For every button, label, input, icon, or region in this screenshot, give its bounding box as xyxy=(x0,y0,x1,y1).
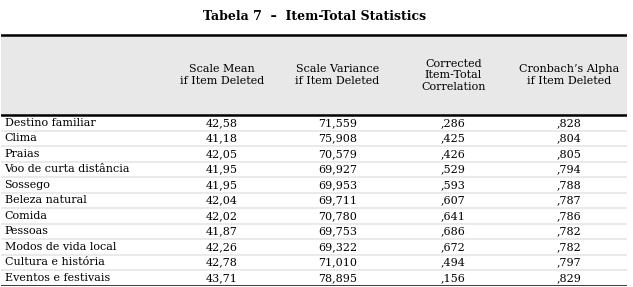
Text: Comida: Comida xyxy=(4,211,47,221)
Text: ,529: ,529 xyxy=(441,164,466,174)
Text: Corrected
Item-Total
Correlation: Corrected Item-Total Correlation xyxy=(421,59,486,92)
Text: 69,711: 69,711 xyxy=(318,195,357,205)
Text: 75,908: 75,908 xyxy=(318,133,357,143)
Text: 41,95: 41,95 xyxy=(206,180,238,190)
Text: 42,78: 42,78 xyxy=(206,257,238,267)
Text: Sossego: Sossego xyxy=(4,180,51,190)
Text: ,782: ,782 xyxy=(556,242,581,252)
Text: Pessoas: Pessoas xyxy=(4,226,49,236)
Text: 69,927: 69,927 xyxy=(318,164,357,174)
Text: 42,26: 42,26 xyxy=(206,242,238,252)
Text: ,593: ,593 xyxy=(441,180,466,190)
Text: ,786: ,786 xyxy=(556,211,581,221)
Text: ,494: ,494 xyxy=(441,257,466,267)
Text: ,804: ,804 xyxy=(556,133,582,143)
Text: 71,010: 71,010 xyxy=(318,257,357,267)
Text: 41,18: 41,18 xyxy=(206,133,238,143)
Text: Destino familiar: Destino familiar xyxy=(4,118,95,128)
Text: Scale Mean
if Item Deleted: Scale Mean if Item Deleted xyxy=(180,65,264,86)
Text: ,805: ,805 xyxy=(556,149,582,159)
Text: Praias: Praias xyxy=(4,149,40,159)
Text: 69,753: 69,753 xyxy=(318,226,357,236)
Text: ,641: ,641 xyxy=(441,211,466,221)
Text: ,426: ,426 xyxy=(441,149,466,159)
Text: 70,780: 70,780 xyxy=(318,211,357,221)
Text: ,286: ,286 xyxy=(441,118,466,128)
Text: ,686: ,686 xyxy=(441,226,466,236)
Text: 71,559: 71,559 xyxy=(318,118,357,128)
Text: ,782: ,782 xyxy=(556,226,581,236)
Text: Cultura e história: Cultura e história xyxy=(4,257,104,267)
Text: ,156: ,156 xyxy=(441,273,466,283)
Text: 42,04: 42,04 xyxy=(206,195,238,205)
Text: Cronbach’s Alpha
if Item Deleted: Cronbach’s Alpha if Item Deleted xyxy=(519,65,619,86)
Text: ,797: ,797 xyxy=(556,257,581,267)
Text: 70,579: 70,579 xyxy=(318,149,357,159)
Text: 42,05: 42,05 xyxy=(206,149,238,159)
Text: 41,95: 41,95 xyxy=(206,164,238,174)
Text: ,425: ,425 xyxy=(441,133,466,143)
Text: Beleza natural: Beleza natural xyxy=(4,195,86,205)
Text: Modos de vida local: Modos de vida local xyxy=(4,242,116,252)
Text: Voo de curta distância: Voo de curta distância xyxy=(4,164,130,174)
Bar xyxy=(1,36,627,115)
Text: 43,71: 43,71 xyxy=(206,273,238,283)
Text: 41,87: 41,87 xyxy=(206,226,238,236)
Text: ,794: ,794 xyxy=(556,164,581,174)
Text: Tabela 7  –  Item-Total Statistics: Tabela 7 – Item-Total Statistics xyxy=(203,10,425,23)
Text: 78,895: 78,895 xyxy=(318,273,357,283)
Text: ,788: ,788 xyxy=(556,180,581,190)
Text: ,672: ,672 xyxy=(441,242,466,252)
Text: ,607: ,607 xyxy=(441,195,466,205)
Text: Scale Variance
if Item Deleted: Scale Variance if Item Deleted xyxy=(296,65,380,86)
Text: Eventos e festivais: Eventos e festivais xyxy=(4,273,110,283)
Text: Clima: Clima xyxy=(4,133,37,143)
Text: 42,02: 42,02 xyxy=(206,211,238,221)
Text: ,787: ,787 xyxy=(556,195,581,205)
Text: ,828: ,828 xyxy=(556,118,582,128)
Text: 69,953: 69,953 xyxy=(318,180,357,190)
Text: 69,322: 69,322 xyxy=(318,242,357,252)
Text: ,829: ,829 xyxy=(556,273,582,283)
Text: 42,58: 42,58 xyxy=(206,118,238,128)
